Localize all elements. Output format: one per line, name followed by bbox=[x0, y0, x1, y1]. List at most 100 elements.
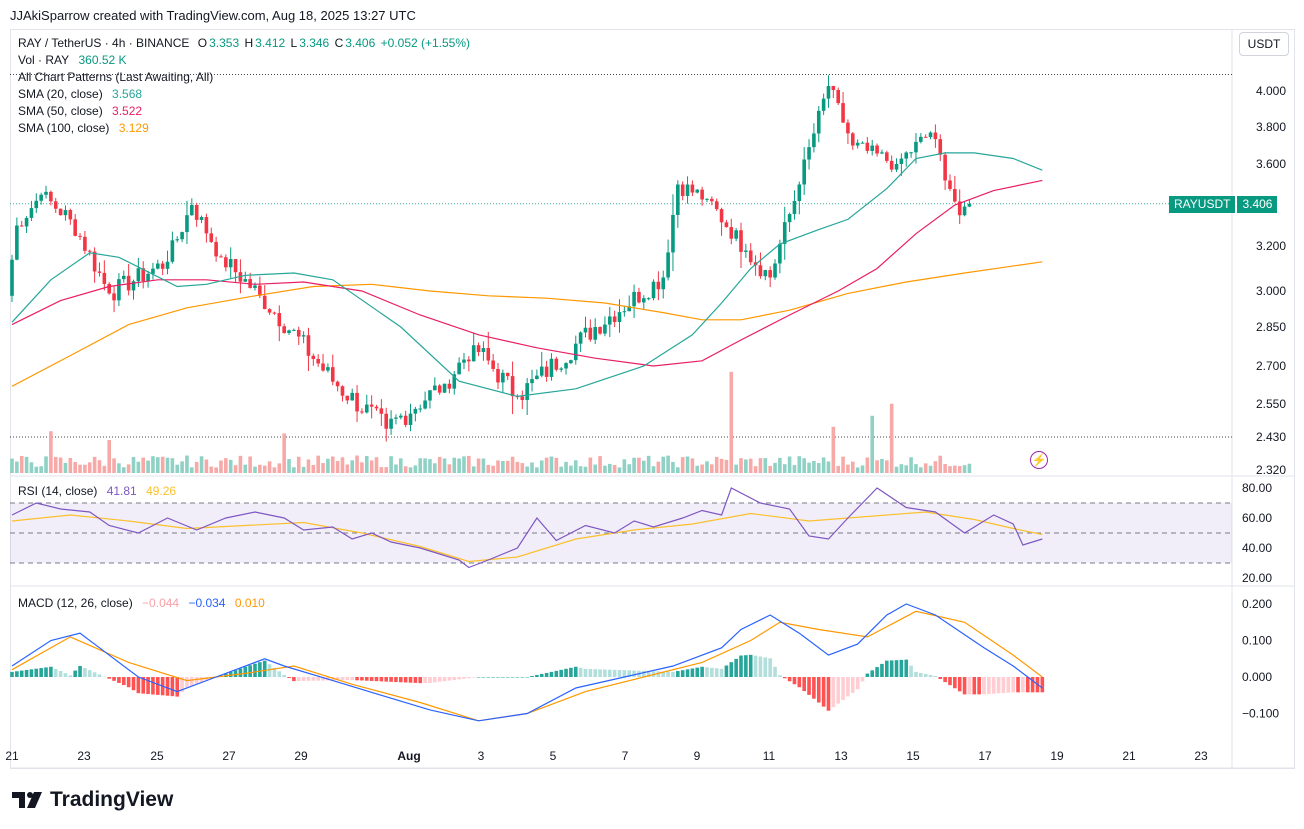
macd-histogram-bar bbox=[1030, 677, 1035, 693]
volume-bar bbox=[253, 466, 257, 473]
volume-bar bbox=[442, 458, 447, 473]
volume-bar bbox=[228, 459, 233, 473]
volume-bar bbox=[865, 457, 870, 473]
candle-body bbox=[180, 232, 184, 240]
candle-body bbox=[578, 332, 583, 344]
candle-body bbox=[165, 261, 170, 269]
candle-body bbox=[797, 184, 802, 201]
macd-histogram-bar bbox=[744, 655, 748, 677]
volume-bar bbox=[894, 466, 899, 473]
candle-body bbox=[739, 230, 743, 252]
candle-body bbox=[403, 415, 408, 425]
volume-bar bbox=[160, 456, 165, 473]
volume-bar bbox=[792, 465, 797, 473]
sma50-label: SMA (50, close) bbox=[18, 104, 103, 118]
price-tick-label: 2.550 bbox=[1256, 397, 1286, 411]
macd-histogram-bar bbox=[826, 677, 831, 711]
macd-histogram-bar bbox=[530, 675, 534, 677]
macd-histogram-bar bbox=[462, 677, 466, 679]
macd-histogram-bar bbox=[369, 677, 374, 681]
macd-histogram-bar bbox=[782, 677, 787, 679]
candle-body bbox=[520, 396, 525, 401]
volume-bar bbox=[151, 456, 155, 473]
volume-bar bbox=[875, 460, 879, 473]
macd-histogram-bar bbox=[705, 667, 709, 677]
rsi-pane: 80.00 60.00 40.00 20.00 bbox=[10, 481, 1272, 585]
volume-bar bbox=[146, 460, 150, 473]
macd-histogram-bar bbox=[593, 669, 597, 677]
candle-body bbox=[321, 363, 325, 371]
macd-histogram-bar bbox=[1006, 677, 1011, 693]
macd-histogram-bar bbox=[53, 668, 58, 677]
macd-histogram-bar bbox=[296, 677, 301, 682]
candle-body bbox=[802, 159, 806, 185]
macd-histogram-bar bbox=[710, 667, 714, 677]
volume-bar bbox=[627, 464, 632, 473]
candle-body bbox=[787, 214, 792, 223]
candle-body bbox=[68, 210, 73, 220]
macd-histogram-bar bbox=[646, 671, 651, 677]
macd-histogram-bar bbox=[554, 670, 559, 677]
volume-bar bbox=[364, 455, 369, 473]
macd-histogram-bar bbox=[676, 671, 680, 677]
volume-bar bbox=[131, 457, 136, 473]
candle-body bbox=[316, 358, 320, 364]
candle-body bbox=[447, 383, 452, 389]
candle-body bbox=[860, 142, 865, 144]
candle-body bbox=[194, 205, 199, 220]
open-value: 3.353 bbox=[209, 36, 240, 50]
rsi-tick-label: 40.00 bbox=[1242, 541, 1272, 555]
sma100-label: SMA (100, close) bbox=[18, 121, 110, 135]
candle-body bbox=[170, 240, 175, 262]
candle-body bbox=[442, 383, 447, 393]
macd-histogram-bar bbox=[121, 677, 126, 686]
price-tick-label: 3.800 bbox=[1256, 120, 1286, 134]
symbol-name[interactable]: RAY / TetherUS · 4h · BINANCE bbox=[18, 36, 190, 50]
macd-histogram-bar bbox=[622, 670, 627, 677]
macd-histogram-bar bbox=[301, 677, 306, 681]
candle-body bbox=[807, 147, 811, 160]
candle-body bbox=[476, 345, 481, 353]
macd-histogram-bar bbox=[671, 671, 675, 677]
candle-body bbox=[126, 275, 131, 291]
macd-histogram-bar bbox=[87, 670, 92, 677]
last-price-ticker: RAYUSDT bbox=[1169, 196, 1236, 213]
macd-histogram-bar bbox=[778, 675, 782, 677]
candle-body bbox=[885, 152, 889, 161]
candle-body bbox=[671, 214, 675, 253]
volume-bar bbox=[126, 464, 131, 473]
tradingview-logo[interactable]: TradingView bbox=[12, 788, 173, 812]
candle-body bbox=[933, 132, 938, 140]
candle-body bbox=[525, 383, 529, 401]
macd-histogram-bar bbox=[389, 677, 393, 682]
macd-histogram-bar bbox=[486, 677, 491, 678]
macd-histogram-bar bbox=[1040, 677, 1045, 693]
currency-button[interactable]: USDT bbox=[1239, 32, 1289, 56]
volume-bar bbox=[296, 456, 301, 473]
volume-value: 360.52 K bbox=[78, 53, 127, 67]
macd-histogram-bar bbox=[423, 677, 427, 684]
macd-histogram-bar bbox=[151, 677, 155, 695]
volume-bar bbox=[535, 467, 539, 473]
candle-body bbox=[10, 259, 14, 296]
macd-histogram-bar bbox=[282, 674, 286, 677]
macd-histogram-bar bbox=[243, 666, 248, 677]
volume-bar bbox=[831, 426, 836, 473]
macd-histogram-bar bbox=[199, 677, 204, 683]
volume-bar bbox=[598, 456, 602, 473]
macd-histogram-bar bbox=[889, 660, 894, 677]
candle-body bbox=[724, 222, 729, 228]
candle-body bbox=[816, 110, 821, 134]
macd-histogram-bar bbox=[15, 671, 19, 677]
candle-body bbox=[938, 139, 943, 155]
candle-body bbox=[826, 86, 831, 99]
macd-histogram-bar bbox=[987, 677, 991, 695]
time-tick-label: 23 bbox=[77, 749, 91, 763]
macd-histogram-bar bbox=[666, 671, 670, 677]
lightning-icon[interactable]: ⚡ bbox=[1030, 451, 1048, 469]
candle-body bbox=[287, 330, 291, 334]
macd-histogram-bar bbox=[1011, 677, 1015, 693]
macd-histogram-bar bbox=[491, 677, 495, 678]
macd-histogram-bar bbox=[569, 667, 573, 677]
